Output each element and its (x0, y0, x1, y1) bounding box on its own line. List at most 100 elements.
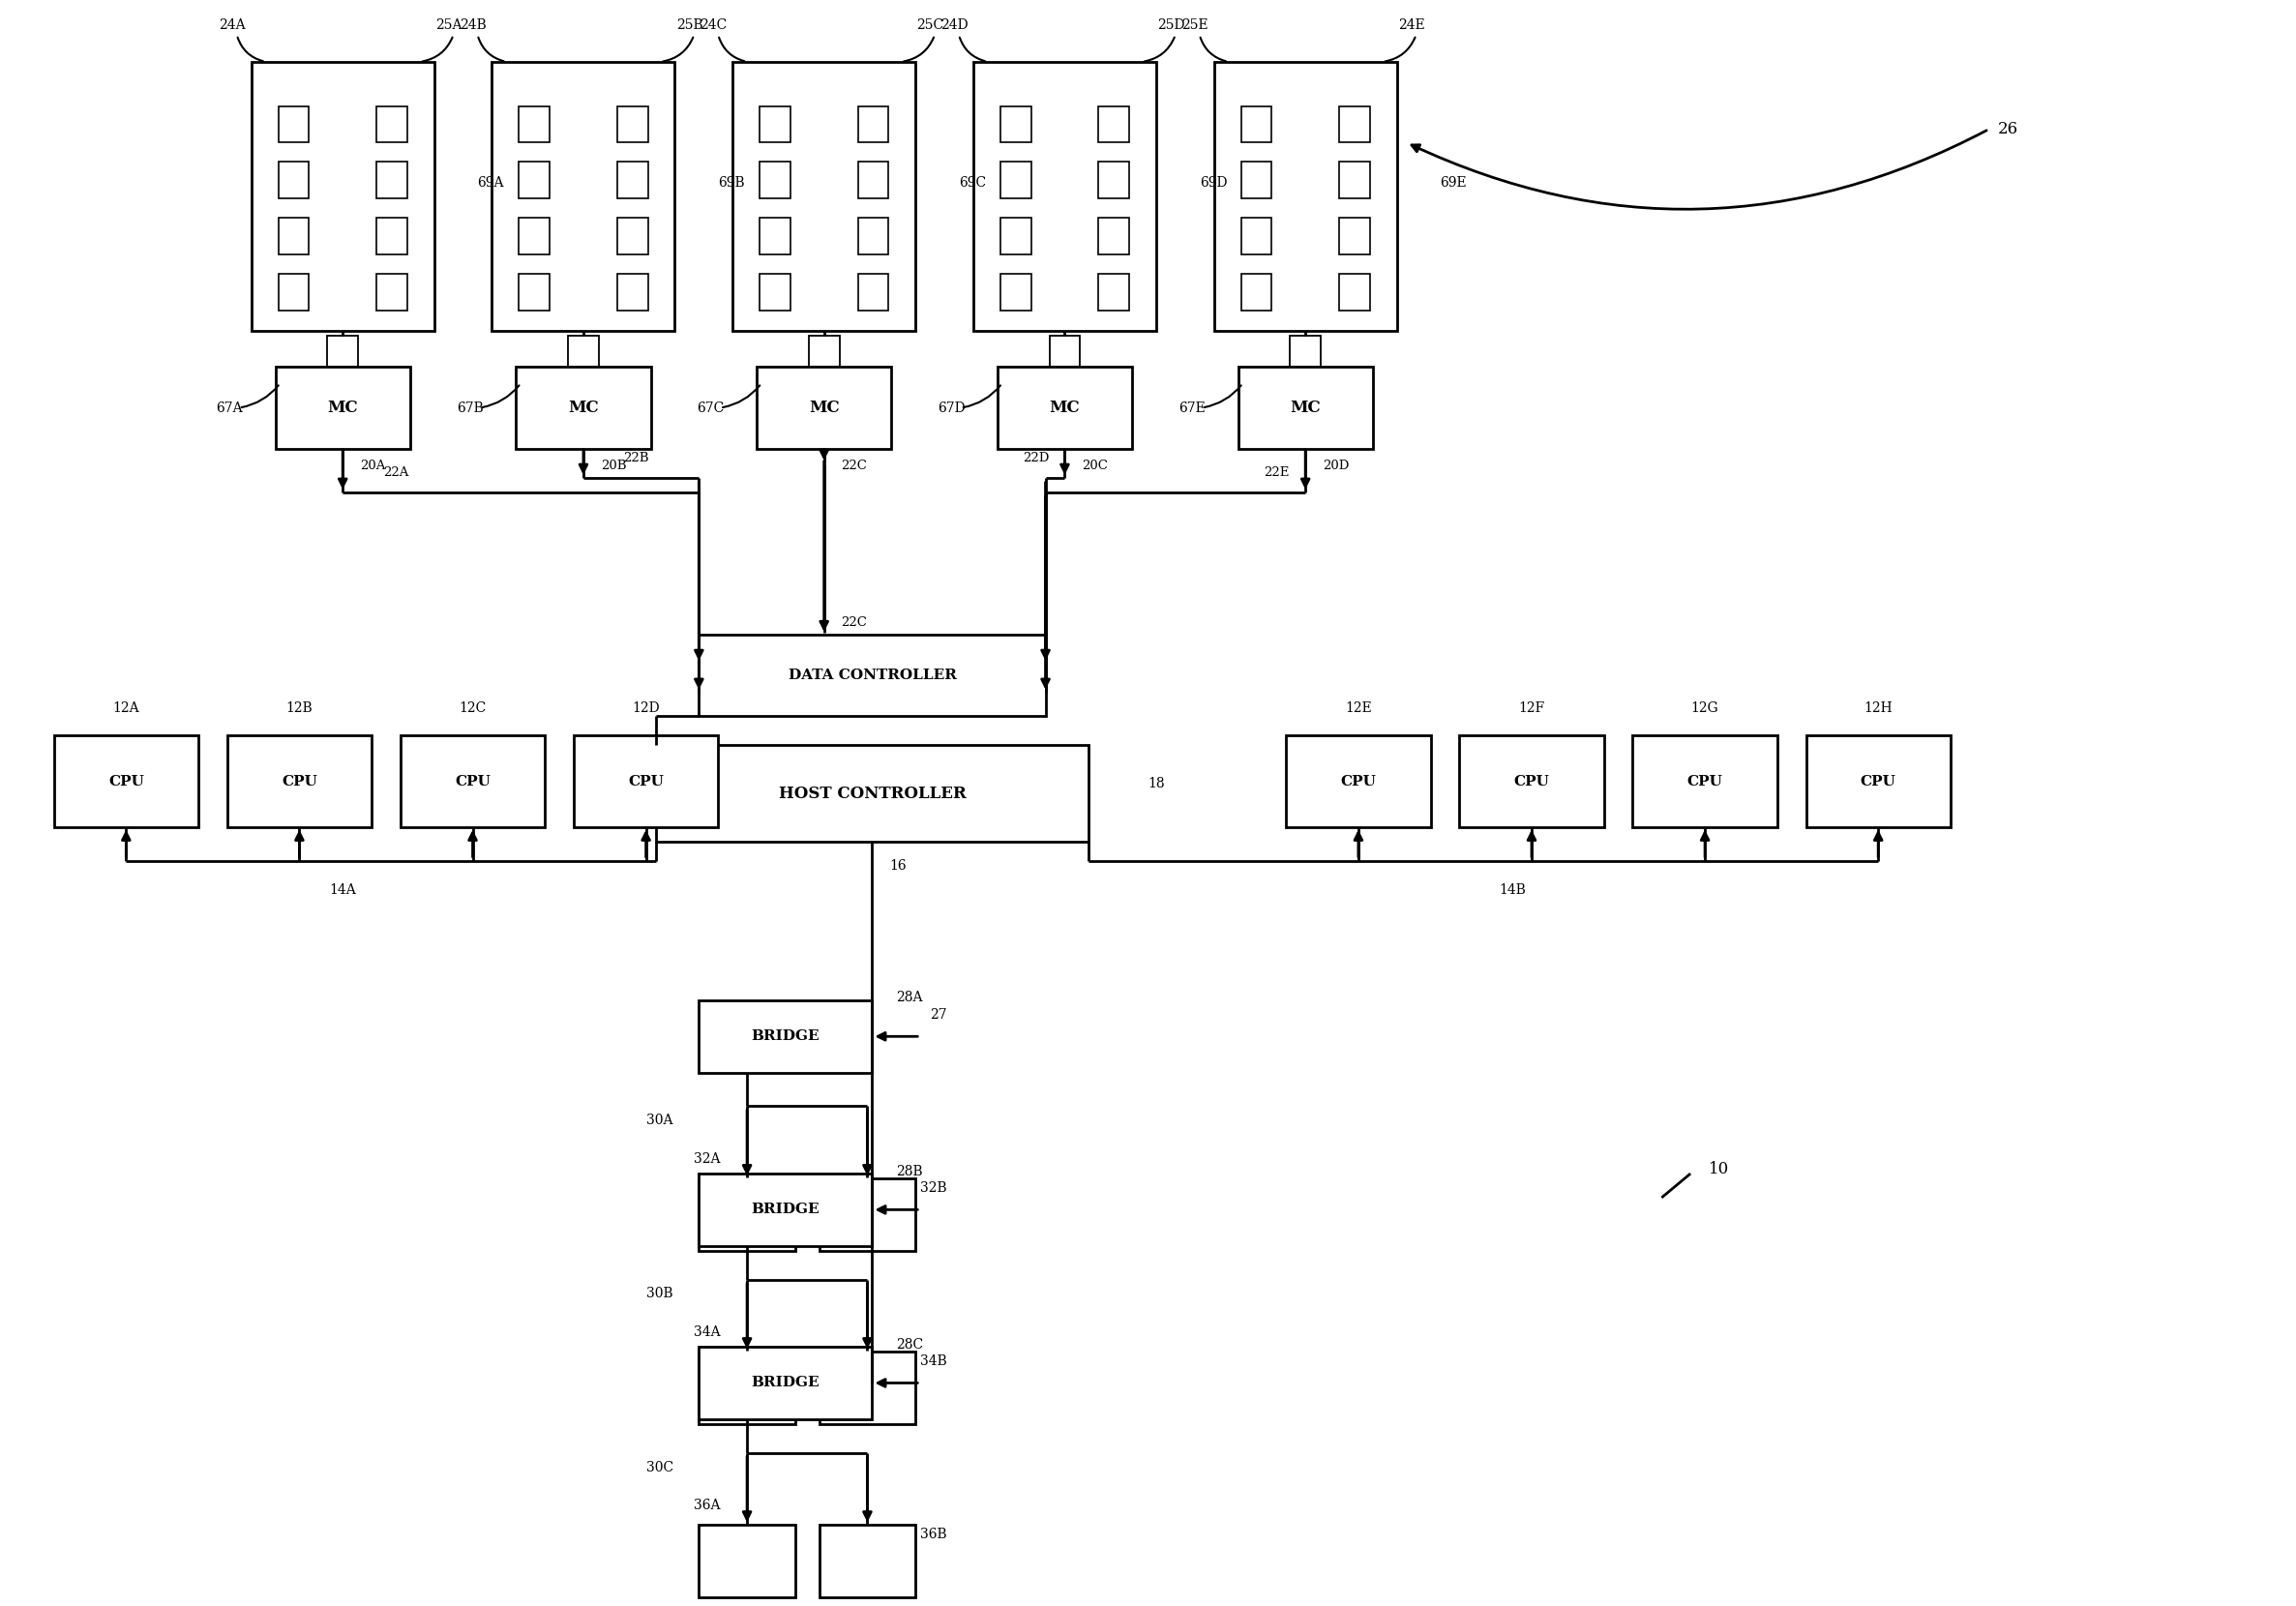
Text: CPU: CPU (629, 774, 664, 789)
Bar (517, 366, 650, 448)
Text: 69B: 69B (719, 177, 744, 190)
Text: 25A: 25A (436, 18, 461, 32)
Text: 25C: 25C (916, 18, 944, 32)
Text: 28B: 28B (895, 1164, 923, 1177)
Bar (996, 366, 1132, 448)
Bar (278, 106, 310, 143)
Bar (377, 162, 406, 199)
Text: 34B: 34B (921, 1354, 948, 1368)
Text: HOST CONTROLLER: HOST CONTROLLER (778, 785, 967, 801)
Text: 67A: 67A (216, 402, 243, 414)
Bar (618, 273, 647, 310)
Bar (1097, 218, 1130, 254)
Bar (618, 162, 647, 199)
Text: 32A: 32A (693, 1153, 721, 1166)
Bar (732, 61, 916, 331)
Bar (519, 273, 549, 310)
Bar (400, 736, 544, 827)
Text: BRIDGE: BRIDGE (751, 1203, 820, 1216)
Text: MC: MC (328, 400, 358, 416)
Text: 28C: 28C (895, 1338, 923, 1351)
Bar (618, 218, 647, 254)
Bar (1290, 336, 1320, 366)
Text: CPU: CPU (1688, 774, 1722, 789)
Text: 36B: 36B (921, 1527, 946, 1542)
Bar (276, 366, 411, 448)
Bar (1238, 366, 1373, 448)
Bar (1632, 736, 1777, 827)
Text: 69A: 69A (478, 177, 505, 190)
Bar (1460, 736, 1605, 827)
Text: 22E: 22E (1263, 466, 1290, 479)
Bar (760, 218, 790, 254)
Text: 18: 18 (1148, 777, 1164, 790)
Bar (1097, 162, 1130, 199)
Bar (698, 1179, 794, 1251)
Bar (1097, 273, 1130, 310)
Bar (328, 336, 358, 366)
Text: MC: MC (567, 400, 599, 416)
Text: MC: MC (1290, 400, 1320, 416)
Bar (1001, 218, 1031, 254)
Bar (1001, 162, 1031, 199)
Text: 30C: 30C (645, 1460, 673, 1474)
Bar (1339, 162, 1371, 199)
Text: 20B: 20B (602, 459, 627, 472)
Bar (698, 1352, 794, 1425)
Text: 67E: 67E (1178, 402, 1205, 414)
Text: 24B: 24B (459, 18, 487, 32)
Text: 69D: 69D (1199, 177, 1226, 190)
Text: 20C: 20C (1081, 459, 1109, 472)
Text: 12A: 12A (113, 702, 140, 715)
Bar (278, 162, 310, 199)
Text: CPU: CPU (1860, 774, 1896, 789)
Text: CPU: CPU (1513, 774, 1550, 789)
Bar (519, 218, 549, 254)
Text: 30A: 30A (645, 1115, 673, 1127)
Text: 14B: 14B (1499, 883, 1527, 896)
Text: BRIDGE: BRIDGE (751, 1376, 820, 1389)
Bar (698, 1347, 872, 1420)
Bar (760, 106, 790, 143)
Text: 24D: 24D (939, 18, 969, 32)
Text: 12E: 12E (1345, 702, 1371, 715)
Text: 16: 16 (889, 859, 907, 872)
Bar (758, 366, 891, 448)
Text: 20A: 20A (360, 459, 386, 472)
Bar (820, 1179, 916, 1251)
Bar (250, 61, 434, 331)
Text: 69C: 69C (960, 177, 985, 190)
Text: 14A: 14A (328, 883, 356, 896)
Text: 36A: 36A (693, 1498, 721, 1513)
Bar (377, 106, 406, 143)
Bar (698, 1001, 872, 1073)
Text: DATA CONTROLLER: DATA CONTROLLER (788, 668, 957, 683)
Text: 25D: 25D (1157, 18, 1185, 32)
Text: 67C: 67C (696, 402, 723, 414)
Text: CPU: CPU (1341, 774, 1375, 789)
Text: 24C: 24C (700, 18, 728, 32)
Text: 12F: 12F (1518, 702, 1545, 715)
Bar (698, 634, 1045, 716)
Bar (574, 736, 719, 827)
Text: 32B: 32B (921, 1182, 946, 1195)
Bar (808, 336, 840, 366)
Bar (491, 61, 675, 331)
Bar (1240, 273, 1272, 310)
Bar (1001, 106, 1031, 143)
Text: CPU: CPU (455, 774, 491, 789)
Text: 12D: 12D (631, 702, 659, 715)
Bar (859, 273, 889, 310)
Bar (1339, 106, 1371, 143)
Bar (859, 218, 889, 254)
Bar (1807, 736, 1949, 827)
Text: 24A: 24A (218, 18, 246, 32)
Bar (227, 736, 372, 827)
Text: 69E: 69E (1440, 177, 1467, 190)
Bar (1215, 61, 1396, 331)
Bar (618, 106, 647, 143)
Text: MC: MC (808, 400, 840, 416)
Text: 12B: 12B (287, 702, 312, 715)
Text: 22C: 22C (840, 617, 868, 630)
Bar (1240, 218, 1272, 254)
